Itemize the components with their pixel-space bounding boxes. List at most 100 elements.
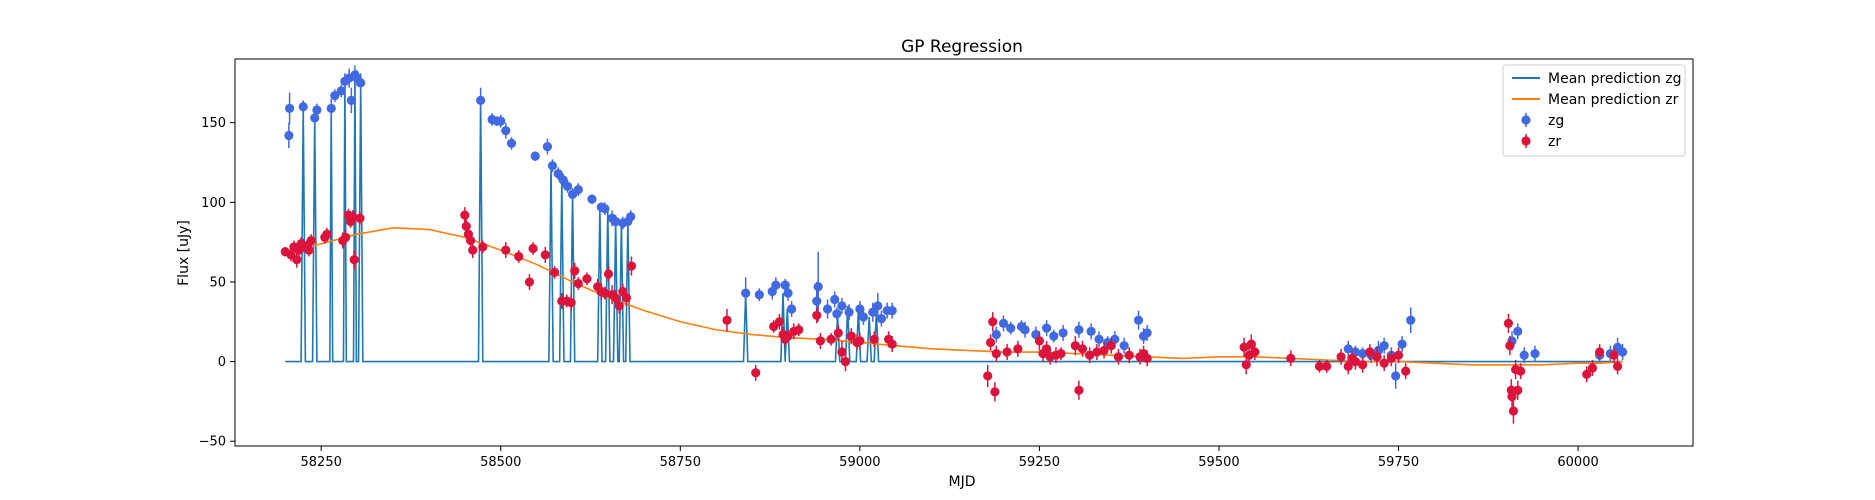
data-point-zg bbox=[1119, 341, 1129, 351]
data-point-zr bbox=[774, 317, 785, 327]
data-point-zr bbox=[1365, 347, 1375, 357]
data-point-zr bbox=[468, 245, 478, 255]
data-point-zr bbox=[1034, 336, 1045, 346]
x-tick-label: 59500 bbox=[1198, 455, 1239, 470]
data-point-zg bbox=[837, 301, 847, 311]
x-tick-label: 59250 bbox=[1019, 455, 1060, 470]
data-point-zg bbox=[873, 301, 883, 311]
x-tick-label: 59000 bbox=[839, 455, 880, 470]
data-point-zr bbox=[1513, 385, 1523, 395]
data-point-zg bbox=[1133, 315, 1144, 325]
data-point-zr bbox=[1041, 344, 1052, 354]
data-point-zg bbox=[813, 282, 823, 292]
legend-item: zr bbox=[1521, 134, 1561, 150]
data-point-zr bbox=[501, 245, 511, 255]
data-point-zg bbox=[1020, 325, 1030, 335]
data-point-zr bbox=[812, 310, 822, 321]
data-point-zr bbox=[1099, 345, 1109, 356]
data-point-zg bbox=[1006, 323, 1016, 333]
data-point-zr bbox=[603, 269, 614, 279]
data-point-zg bbox=[855, 304, 865, 314]
legend-label: zg bbox=[1548, 113, 1564, 129]
data-point-zg bbox=[1379, 341, 1389, 351]
data-point-zr bbox=[348, 212, 358, 222]
data-point-zr bbox=[1343, 361, 1353, 371]
data-point-zg bbox=[1049, 331, 1059, 341]
data-point-zr bbox=[1587, 363, 1598, 373]
y-axis-label: Flux [uJy] bbox=[176, 220, 192, 286]
data-point-zr bbox=[846, 331, 856, 341]
data-point-zr bbox=[524, 277, 535, 287]
legend-item: zg bbox=[1521, 113, 1564, 129]
data-point-zg bbox=[1094, 334, 1104, 344]
data-point-zg bbox=[310, 113, 320, 123]
y-tick-label: 50 bbox=[209, 275, 226, 290]
legend-box bbox=[1502, 64, 1686, 157]
data-point-zr bbox=[1516, 366, 1526, 376]
data-point-zr bbox=[1314, 361, 1325, 371]
data-point-zr bbox=[1250, 347, 1260, 357]
data-point-zr bbox=[1358, 360, 1368, 370]
data-point-zg bbox=[822, 304, 833, 314]
data-point-zg bbox=[812, 296, 822, 306]
data-point-zr bbox=[528, 243, 538, 254]
data-point-zr bbox=[1609, 350, 1619, 360]
data-point-zg bbox=[284, 130, 294, 141]
data-point-zg bbox=[336, 86, 346, 96]
data-point-zr bbox=[1239, 342, 1249, 352]
prediction-lines bbox=[285, 74, 1623, 366]
data-point-zg bbox=[547, 161, 558, 171]
data-point-zg bbox=[1530, 349, 1540, 359]
data-point-zg bbox=[1058, 328, 1068, 338]
data-point-zg bbox=[771, 280, 781, 290]
data-point-zr bbox=[837, 347, 847, 357]
data-point-zg bbox=[600, 204, 610, 214]
data-point-zg bbox=[326, 103, 336, 113]
data-point-zr bbox=[751, 368, 761, 378]
y-axis: −50 0 50 100 150 bbox=[199, 116, 235, 450]
data-point-zr bbox=[341, 232, 351, 242]
data-point-zr bbox=[566, 298, 576, 308]
data-point-zg bbox=[330, 91, 340, 101]
data-point-zg bbox=[1513, 326, 1523, 336]
data-point-zr bbox=[1507, 392, 1517, 402]
data-point-zg bbox=[991, 329, 1001, 340]
data-point-zg bbox=[858, 312, 869, 322]
data-point-zr bbox=[306, 235, 316, 246]
x-axis: 58250 58500 58750 59000 59250 59500 59750 60000 bbox=[301, 446, 1599, 470]
data-point-zr bbox=[985, 337, 996, 348]
data-point-zr bbox=[1286, 353, 1296, 364]
data-points bbox=[280, 65, 1628, 424]
data-point-zr bbox=[460, 210, 470, 220]
data-point-zr bbox=[600, 288, 610, 298]
data-point-zr bbox=[1124, 350, 1134, 360]
data-point-zr bbox=[1085, 350, 1095, 360]
x-tick-label: 58250 bbox=[301, 455, 342, 470]
data-point-zg bbox=[587, 194, 597, 204]
data-point-zg bbox=[844, 307, 854, 317]
data-point-zg bbox=[1343, 344, 1353, 354]
data-point-zr bbox=[1070, 341, 1080, 351]
data-point-zr bbox=[573, 278, 583, 289]
data-point-zr bbox=[461, 221, 471, 231]
data-point-zr bbox=[1612, 361, 1623, 371]
data-point-zr bbox=[582, 274, 592, 284]
line-mean-prediction-zg bbox=[285, 74, 1623, 363]
data-point-zr bbox=[570, 266, 580, 276]
data-point-zr bbox=[1106, 341, 1116, 351]
data-point-zg bbox=[1041, 323, 1052, 333]
data-point-zr bbox=[990, 387, 1000, 397]
data-point-zr bbox=[988, 317, 998, 327]
data-point-zg bbox=[562, 181, 573, 192]
data-point-zr bbox=[478, 242, 488, 252]
data-point-zr bbox=[1322, 361, 1332, 371]
data-point-zr bbox=[1508, 406, 1519, 416]
data-point-zr bbox=[1386, 353, 1396, 364]
data-point-zr bbox=[1074, 385, 1084, 395]
legend-marker-swatch bbox=[1521, 115, 1531, 125]
data-point-zg bbox=[298, 102, 308, 112]
data-point-zr bbox=[1142, 353, 1152, 364]
data-point-zg bbox=[1406, 315, 1416, 325]
data-point-zr bbox=[322, 229, 332, 239]
